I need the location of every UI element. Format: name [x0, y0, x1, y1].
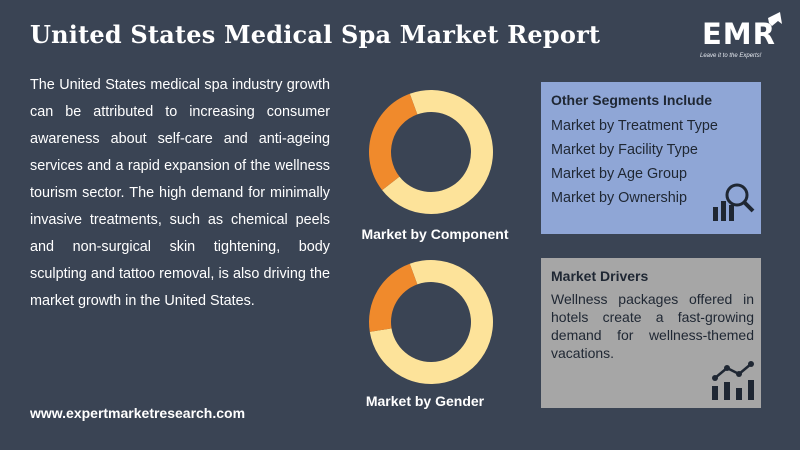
market-drivers-text: Wellness packages offered in hotels crea…	[551, 291, 754, 361]
donut-slice-major	[369, 260, 493, 384]
market-drivers-heading: Market Drivers	[551, 268, 649, 284]
magnifier-chart-icon	[713, 183, 755, 221]
donut-slice-major	[382, 90, 493, 214]
donut-slice-minor	[369, 93, 418, 191]
market-drivers-box: Market Drivers Wellness packages offered…	[541, 258, 761, 408]
page-title: United States Medical Spa Market Report	[30, 20, 601, 49]
donut-slice-minor	[369, 263, 418, 332]
gender-donut-chart	[369, 260, 493, 384]
emr-logo: EMR Leave it to the Experts!	[690, 12, 790, 72]
component-donut-chart	[369, 90, 493, 214]
segment-item: Market by Treatment Type	[551, 118, 718, 134]
other-segments-box: Other Segments Include Market by Treatme…	[541, 82, 761, 234]
growth-arrow-icon	[768, 12, 782, 26]
segment-item: Market by Age Group	[551, 166, 687, 182]
logo-text: EMR	[702, 17, 776, 51]
segment-item: Market by Ownership	[551, 190, 687, 206]
component-chart-label: Market by Component	[361, 226, 509, 242]
intro-paragraph: The United States medical spa industry g…	[30, 77, 330, 309]
trend-chart-icon	[712, 361, 754, 400]
other-segments-heading: Other Segments Include	[551, 92, 713, 108]
logo-tagline: Leave it to the Experts!	[700, 53, 762, 59]
gender-chart-label: Market by Gender	[365, 393, 485, 409]
segment-item: Market by Facility Type	[551, 142, 698, 158]
website-link[interactable]: www.expertmarketresearch.com	[30, 405, 246, 421]
segments-list: Market by Treatment Type Market by Facil…	[551, 114, 718, 210]
